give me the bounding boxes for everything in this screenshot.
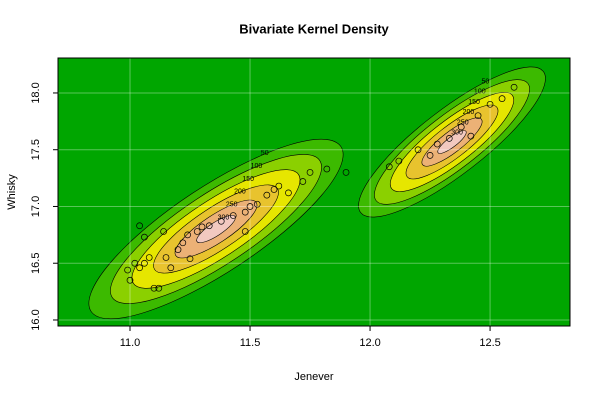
contour-label: 200	[463, 109, 475, 116]
contour-label: 200	[234, 189, 246, 196]
data-point	[253, 200, 261, 208]
data-point	[433, 140, 441, 148]
contour-label: 250	[226, 201, 238, 208]
data-point	[184, 231, 191, 239]
plot-frame	[57, 57, 571, 327]
data-point	[131, 259, 139, 267]
data-point	[285, 189, 292, 197]
data-point	[241, 228, 249, 235]
contour-label: 100	[251, 163, 263, 170]
plot-area: 50 100 150 200 250 300 50 100 150 200 250 300	[58, 58, 570, 326]
chart-title: Bivariate Kernel Density	[239, 21, 389, 36]
density-contour	[196, 215, 236, 243]
data-point	[342, 169, 350, 176]
data-point	[275, 182, 283, 190]
contour-label: 300	[218, 214, 230, 221]
data-point	[395, 157, 403, 165]
data-point	[155, 284, 163, 292]
contour-label: 100	[474, 89, 486, 96]
data-point	[217, 217, 225, 225]
contour-label: 250	[457, 119, 469, 126]
data-point	[414, 146, 422, 154]
data-point	[510, 83, 518, 91]
data-point	[198, 223, 206, 231]
data-point	[270, 186, 278, 193]
data-point	[160, 228, 167, 235]
data-point	[467, 132, 475, 140]
contour-label: 150	[242, 176, 254, 183]
data-point	[263, 191, 271, 199]
data-point	[174, 246, 182, 253]
data-point	[136, 222, 143, 230]
data-point	[205, 222, 213, 230]
data-point	[179, 239, 187, 247]
y-axis-label: Whisky	[6, 174, 18, 210]
data-point	[474, 112, 482, 120]
y-tick-label: 17.0	[30, 196, 42, 217]
x-tick-label: 11.0	[120, 337, 141, 349]
data-point	[498, 95, 506, 102]
data-point	[126, 276, 134, 284]
y-tick-label: 16.5	[30, 253, 42, 274]
data-point	[457, 123, 465, 131]
data-point	[445, 135, 453, 142]
y-tick-label: 17.5	[30, 139, 42, 160]
data-point	[141, 233, 148, 241]
x-tick-label: 12.5	[479, 337, 500, 349]
data-point	[299, 178, 307, 185]
density-contour	[437, 130, 467, 154]
data-point	[323, 165, 331, 173]
data-point	[229, 212, 237, 219]
data-point	[385, 163, 393, 171]
data-point	[246, 203, 254, 210]
x-tick-label: 11.5	[240, 337, 261, 349]
data-point	[241, 208, 249, 216]
data-point	[145, 254, 153, 261]
data-point	[141, 259, 148, 267]
data-point	[193, 228, 201, 235]
data-point	[136, 264, 143, 272]
contour-label: 300	[451, 130, 463, 137]
data-point	[167, 264, 175, 272]
y-tick-label: 16.0	[30, 309, 42, 330]
contour-label: 150	[468, 99, 480, 106]
data-point	[124, 266, 131, 274]
contour-label: 50	[261, 150, 269, 157]
data-point	[426, 152, 434, 159]
x-axis-label: Jenever	[294, 371, 333, 383]
y-tick-label: 18.0	[30, 82, 42, 103]
data-point	[186, 255, 194, 263]
data-point	[486, 100, 494, 108]
data-point	[306, 169, 314, 176]
data-point	[162, 254, 170, 261]
data-point	[150, 284, 158, 292]
x-tick-label: 12.0	[359, 337, 380, 349]
contour-label: 50	[482, 78, 490, 85]
